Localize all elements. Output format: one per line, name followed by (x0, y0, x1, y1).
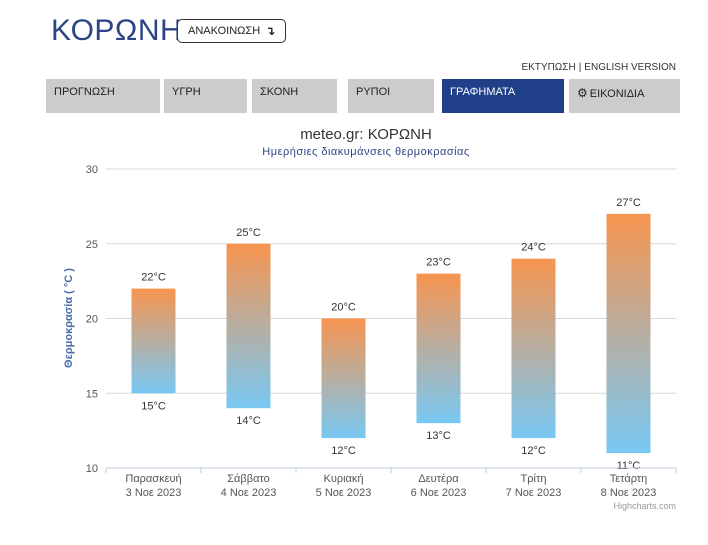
min-temp-label: 13°C (426, 430, 451, 442)
tab-dust[interactable]: ΣΚΟΝΗ (252, 79, 337, 113)
x-category-date: 7 Νοε 2023 (506, 487, 562, 499)
min-temp-label: 12°C (331, 445, 356, 457)
arrow-down-icon: ↴ (265, 24, 276, 38)
max-temp-label: 25°C (236, 227, 261, 239)
max-temp-label: 27°C (616, 197, 641, 209)
announcement-label: ΑΝΑΚΟΙΝΩΣΗ (188, 25, 261, 37)
tab-icons[interactable]: ⚙ ΕΙΚΟΝΙΔΙΑ (569, 79, 680, 113)
x-category-date: 3 Νοε 2023 (126, 487, 182, 499)
y-tick-label: 25 (86, 239, 98, 251)
y-tick-label: 15 (86, 388, 98, 400)
x-category-date: 4 Νοε 2023 (221, 487, 277, 499)
x-category-day: Τρίτη (521, 473, 547, 485)
tab-label: ΕΙΚΟΝΙΔΙΑ (589, 88, 645, 100)
temperature-bar (321, 318, 366, 439)
x-category-day: Παρασκευή (125, 473, 181, 485)
x-category-day: Δευτέρα (418, 473, 459, 485)
temperature-bar (511, 258, 556, 439)
tab-label: ΠΡΟΓΝΩΣΗ (54, 86, 115, 98)
y-tick-label: 30 (86, 164, 98, 176)
tab-label: ΓΡΑΦΗΜΑΤΑ (450, 86, 516, 98)
top-links: ΕΚΤΥΠΩΣΗ | ENGLISH VERSION (521, 62, 676, 73)
max-temp-label: 24°C (521, 242, 546, 254)
gear-icon: ⚙ (577, 86, 588, 100)
y-axis-label: Θερμοκρασία ( °C ) (63, 268, 75, 368)
x-category-day: Κυριακή (323, 473, 363, 485)
max-temp-label: 22°C (141, 272, 166, 284)
x-category-date: 6 Νοε 2023 (411, 487, 467, 499)
temperature-bar (131, 288, 176, 394)
tab-label: ΣΚΟΝΗ (260, 86, 299, 98)
min-temp-label: 12°C (521, 445, 546, 457)
temperature-bar (606, 213, 651, 454)
y-tick-label: 20 (86, 314, 98, 326)
tab-forecast[interactable]: ΠΡΟΓΝΩΣΗ (46, 79, 160, 113)
x-category-date: 5 Νοε 2023 (316, 487, 372, 499)
tab-humidity[interactable]: ΥΓΡΗ (164, 79, 247, 113)
tab-pollutants[interactable]: ΡΥΠΟΙ (348, 79, 434, 113)
min-temp-label: 15°C (141, 400, 166, 412)
min-temp-label: 14°C (236, 415, 261, 427)
max-temp-label: 20°C (331, 302, 356, 314)
max-temp-label: 23°C (426, 257, 451, 269)
temperature-bar (226, 243, 271, 409)
link-separator: | (578, 62, 582, 73)
x-category-day: Τετάρτη (610, 473, 648, 485)
print-link[interactable]: ΕΚΤΥΠΩΣΗ (521, 62, 576, 73)
chart-credit[interactable]: Highcharts.com (613, 501, 676, 511)
chart-title: meteo.gr: ΚΟΡΩΝΗ (300, 126, 432, 143)
english-version-link[interactable]: ENGLISH VERSION (584, 62, 676, 73)
page-title: ΚΟΡΩΝΗ (51, 14, 183, 47)
tab-label: ΡΥΠΟΙ (356, 86, 391, 98)
announcement-button[interactable]: ΑΝΑΚΟΙΝΩΣΗ ↴ (177, 19, 287, 43)
x-category-date: 8 Νοε 2023 (601, 487, 657, 499)
temperature-bar (416, 273, 461, 424)
min-temp-label: 11°C (617, 460, 641, 472)
y-tick-label: 10 (86, 463, 98, 475)
x-category-day: Σάββατο (227, 473, 269, 485)
tab-charts[interactable]: ΓΡΑΦΗΜΑΤΑ (442, 79, 564, 113)
chart-subtitle: Ημερήσιες διακυμάνσεις θερμοκρασίας (262, 146, 469, 158)
tab-label: ΥΓΡΗ (172, 86, 201, 98)
